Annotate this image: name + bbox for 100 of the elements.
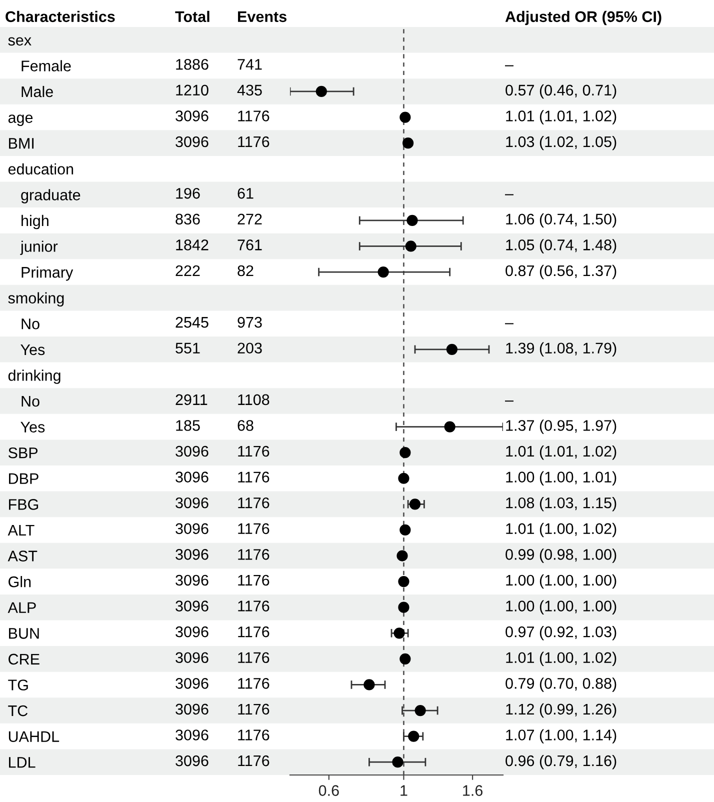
- text: Characteristics: [6, 10, 115, 22]
- data-label: 435: [237, 84, 262, 96]
- category-label: Male: [22, 86, 53, 98]
- point: [406, 214, 418, 226]
- data-label: 1176: [238, 652, 270, 664]
- data-label: 1176: [238, 574, 270, 586]
- data-label: 1176: [238, 704, 270, 715]
- point: [408, 730, 420, 742]
- category-label: TG: [8, 680, 28, 690]
- text: Adjusted OR (95% CI): [505, 10, 662, 26]
- data-label: 3096: [176, 600, 208, 612]
- point: [400, 112, 411, 123]
- text: –: [505, 194, 514, 196]
- data-label: 3096: [176, 472, 208, 482]
- data-label: 1.05 (0.74, 1.48): [506, 239, 616, 254]
- data-label: 1.37 (0.95, 1.97): [506, 420, 616, 434]
- category-label: SBP: [8, 447, 38, 458]
- data-label: 836: [176, 214, 200, 225]
- data-label: 1.39 (1.08, 1.79): [506, 342, 616, 357]
- category-label: drinking: [8, 370, 60, 384]
- data-label: 3096: [176, 730, 208, 740]
- data-label: 1.01 (1.01, 1.02): [506, 445, 616, 460]
- data-label: 1.00 (1.00, 1.01): [506, 471, 616, 486]
- point: [409, 498, 421, 510]
- data-label: 185: [176, 420, 200, 431]
- data-label: 1.12 (0.99, 1.26): [506, 703, 616, 718]
- category-label: Gln: [8, 576, 31, 588]
- data-label: 3096: [176, 549, 208, 560]
- category-label: ALT: [8, 524, 34, 536]
- data-label: 0.96 (0.79, 1.16): [506, 754, 616, 770]
- category-label: graduate: [21, 189, 80, 204]
- data-label: 272: [238, 214, 262, 224]
- data-label: 1.06 (0.74, 1.50): [506, 213, 616, 228]
- data-label: 1176: [238, 497, 270, 508]
- data-label: 3096: [176, 678, 208, 689]
- x-tick-label: 1.6: [463, 785, 482, 796]
- data-label: 3096: [176, 136, 208, 148]
- category-label: LDL: [9, 757, 36, 768]
- category-label: age: [8, 114, 33, 126]
- category-label: No: [22, 396, 40, 407]
- data-label: 0.87 (0.56, 1.37): [506, 264, 616, 280]
- point: [400, 524, 411, 536]
- category-label: ALP: [8, 602, 36, 613]
- data-label: 1176: [238, 755, 270, 766]
- category-label: FBG: [9, 499, 38, 510]
- point: [400, 653, 411, 664]
- data-label: 1176: [238, 730, 270, 740]
- category-label: AST: [8, 550, 38, 562]
- data-label: 3096: [176, 523, 208, 534]
- data-label: 0.97 (0.92, 1.03): [506, 626, 616, 640]
- text: Total: [175, 10, 210, 22]
- data-label: 203: [238, 342, 262, 354]
- point: [398, 602, 410, 613]
- data-label: 1.08 (1.03, 1.15): [506, 497, 616, 512]
- data-label: 1.01 (1.00, 1.02): [506, 522, 616, 538]
- data-label: 741: [238, 59, 262, 70]
- data-label: 3096: [176, 652, 208, 664]
- data-label: 761: [238, 240, 262, 250]
- data-label: 0.57 (0.46, 0.71): [506, 84, 616, 99]
- data-label: 1108: [238, 394, 270, 406]
- data-label: 68: [238, 420, 254, 431]
- category-label: UAHDL: [8, 731, 60, 742]
- category-label: BUN: [9, 628, 39, 639]
- category-label: DBP: [9, 473, 38, 484]
- data-label: 1176: [238, 626, 270, 638]
- data-label: 222: [176, 265, 200, 276]
- point: [394, 628, 405, 639]
- data-label: 3096: [176, 497, 208, 508]
- data-label: 1.07 (1.00, 1.14): [506, 729, 616, 744]
- category-label: Yes: [20, 344, 45, 356]
- data-label: 1.01 (1.00, 1.02): [506, 652, 616, 666]
- text: Events: [238, 11, 286, 22]
- point: [392, 756, 404, 768]
- data-label: 1176: [238, 110, 270, 122]
- data-label: 82: [238, 265, 254, 276]
- data-label: 2911: [176, 394, 208, 406]
- data-label: 1176: [238, 549, 270, 560]
- category-label: junior: [20, 240, 58, 255]
- data-label: 1176: [238, 472, 270, 482]
- data-label: 1.00 (1.00, 1.00): [506, 600, 616, 614]
- data-label: 3096: [176, 755, 208, 766]
- data-label: 551: [176, 342, 200, 354]
- text: –: [505, 65, 514, 66]
- point: [398, 472, 410, 484]
- category-label: sex: [8, 37, 32, 46]
- data-label: 0.99 (0.98, 1.00): [506, 548, 616, 563]
- point: [405, 240, 416, 252]
- category-label: No: [22, 318, 40, 330]
- category-label: smoking: [8, 292, 64, 307]
- category-label: BMI: [9, 138, 34, 149]
- data-label: 3096: [176, 446, 208, 457]
- data-label: 1.03 (1.02, 1.05): [506, 136, 616, 150]
- category-label: TC: [8, 705, 28, 716]
- data-label: 1.01 (1.01, 1.02): [506, 110, 616, 124]
- point: [402, 138, 414, 149]
- data-label: 61: [238, 188, 254, 199]
- x-tick-label: 0.6: [318, 785, 339, 796]
- data-label: 3096: [176, 704, 208, 715]
- category-label: Yes: [20, 422, 45, 432]
- text: –: [505, 323, 514, 324]
